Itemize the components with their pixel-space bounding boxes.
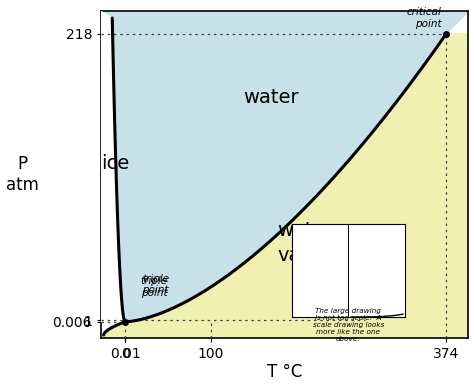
- Y-axis label: P
atm: P atm: [6, 155, 38, 194]
- Text: triple
point: triple point: [142, 274, 169, 295]
- Text: triple
point: triple point: [141, 276, 168, 298]
- Text: water: water: [243, 88, 299, 107]
- Polygon shape: [101, 34, 468, 337]
- Polygon shape: [101, 12, 468, 322]
- Text: critical
point: critical point: [407, 7, 442, 29]
- Text: ice: ice: [100, 154, 129, 173]
- Text: The large drawing
is not too scale.  A
scale drawing looks
more like the one
abo: The large drawing is not too scale. A sc…: [313, 308, 384, 342]
- Text: water
vapor: water vapor: [277, 221, 333, 265]
- X-axis label: T °C: T °C: [267, 363, 302, 382]
- Polygon shape: [101, 12, 125, 322]
